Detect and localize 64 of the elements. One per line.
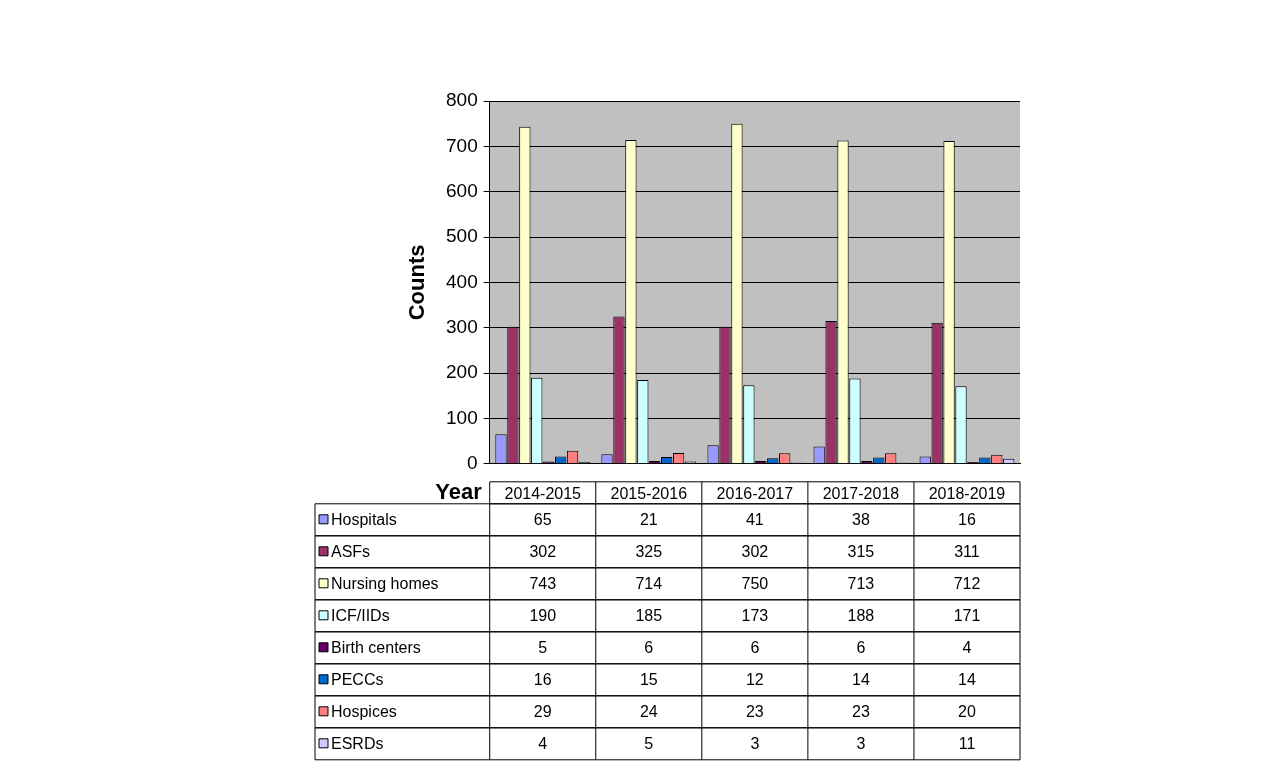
y-tick-label: 800 bbox=[446, 89, 478, 111]
data-label: 713 bbox=[847, 575, 875, 593]
y-tick-label: 700 bbox=[446, 134, 478, 156]
x-tick-label: 2018-2019 bbox=[928, 484, 1006, 502]
data-label: 302 bbox=[529, 543, 557, 561]
x-tick-label: 2014-2015 bbox=[504, 484, 582, 502]
data-label: 5 bbox=[644, 735, 654, 753]
data-label: 714 bbox=[635, 575, 663, 593]
legend-label: PECCs bbox=[331, 671, 384, 689]
data-label: 14 bbox=[958, 671, 976, 689]
y-tick-label: 400 bbox=[446, 270, 478, 292]
data-label: 750 bbox=[741, 575, 769, 593]
y-axis-title: Counts bbox=[403, 244, 429, 321]
data-label: 23 bbox=[852, 703, 870, 721]
data-label: 3 bbox=[750, 735, 760, 753]
data-label: 20 bbox=[958, 703, 976, 721]
x-tick-label: 2016-2017 bbox=[716, 484, 794, 502]
x-tick-label: 2015-2016 bbox=[610, 484, 688, 502]
data-label: 743 bbox=[529, 575, 557, 593]
data-label: 15 bbox=[639, 671, 658, 689]
y-tick-label: 300 bbox=[446, 315, 478, 337]
data-label: 12 bbox=[745, 671, 764, 689]
legend-label: Hospitals bbox=[331, 511, 397, 529]
legend-label: Hospices bbox=[331, 703, 397, 721]
data-label: 315 bbox=[847, 543, 875, 561]
data-label: 3 bbox=[856, 735, 866, 753]
data-label: 5 bbox=[538, 639, 548, 657]
data-label: 23 bbox=[745, 703, 764, 721]
y-tick-label: 600 bbox=[446, 179, 478, 201]
legend-label: Nursing homes bbox=[331, 575, 439, 593]
data-label: 171 bbox=[953, 607, 981, 625]
data-label: 325 bbox=[635, 543, 663, 561]
data-label: 16 bbox=[533, 671, 552, 689]
legend-label: ICF/IIDs bbox=[331, 607, 390, 625]
legend-label: Birth centers bbox=[331, 639, 421, 657]
legend-label: ESRDs bbox=[331, 735, 384, 753]
y-tick-label: 100 bbox=[446, 406, 478, 428]
data-label: 188 bbox=[847, 607, 875, 625]
data-label: 173 bbox=[741, 607, 769, 625]
data-label: 41 bbox=[745, 511, 764, 529]
data-label: 190 bbox=[529, 607, 557, 625]
data-label: 65 bbox=[533, 511, 552, 529]
data-label: 21 bbox=[639, 511, 658, 529]
y-tick-label: 500 bbox=[446, 225, 478, 247]
data-label: 14 bbox=[852, 671, 870, 689]
data-label: 6 bbox=[856, 639, 866, 657]
x-axis-title: Year bbox=[435, 478, 483, 504]
data-label: 16 bbox=[958, 511, 976, 529]
data-label: 6 bbox=[644, 639, 654, 657]
data-label: 302 bbox=[741, 543, 769, 561]
data-label: 38 bbox=[852, 511, 870, 529]
data-label: 712 bbox=[953, 575, 981, 593]
data-label: 185 bbox=[635, 607, 663, 625]
legend-label: ASFs bbox=[331, 543, 371, 561]
y-tick-label: 200 bbox=[446, 361, 478, 383]
data-label: 24 bbox=[639, 703, 658, 721]
data-label: 4 bbox=[962, 639, 972, 657]
x-tick-label: 2017-2018 bbox=[822, 484, 900, 502]
data-label: 29 bbox=[533, 703, 552, 721]
data-label: 11 bbox=[958, 735, 976, 753]
y-tick-label: 0 bbox=[467, 452, 478, 474]
data-label: 4 bbox=[538, 735, 548, 753]
data-label: 6 bbox=[750, 639, 760, 657]
data-label: 311 bbox=[954, 543, 980, 561]
